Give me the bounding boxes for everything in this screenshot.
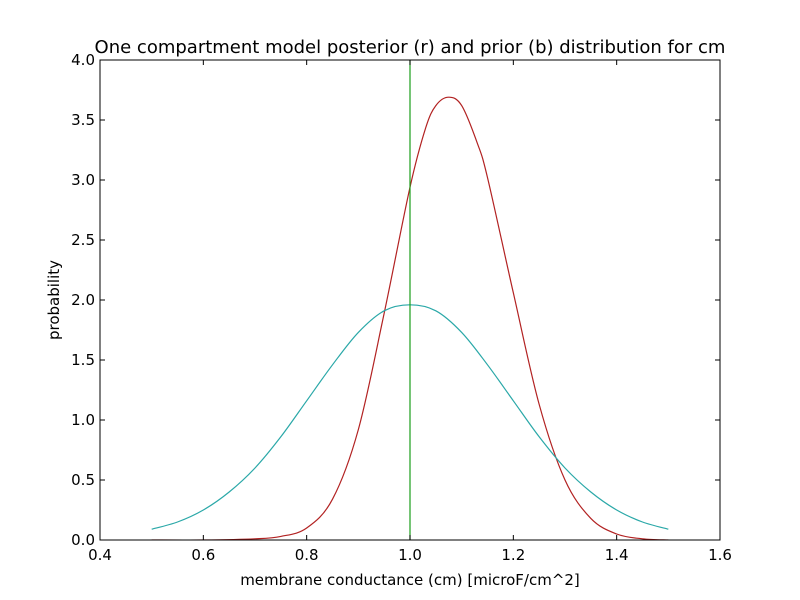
x-tick-label: 1.4: [605, 546, 629, 564]
series-layer: [151, 60, 669, 540]
y-tick-label: 4.0: [71, 51, 95, 69]
y-axis-label: probability: [45, 260, 63, 340]
y-tick-label: 1.5: [71, 351, 95, 369]
x-tick-label: 0.8: [295, 546, 319, 564]
y-tick-label: 1.0: [71, 411, 95, 429]
y-tick-label: 2.0: [71, 291, 95, 309]
tick-layer: 0.4 0.6 0.8 1.0 1.2 1.4 1.6 0.0 0.5 1.0 1.5 2.0 2.5 3…: [71, 51, 732, 564]
x-tick-label: 0.6: [191, 546, 215, 564]
y-tick-label: 3.0: [71, 171, 95, 189]
y-tick-label: 0.0: [71, 531, 95, 549]
x-tick-label: 0.4: [88, 546, 112, 564]
y-tick-label: 2.5: [71, 231, 95, 249]
x-tick-label: 1.0: [398, 546, 422, 564]
y-tick-label: 0.5: [71, 471, 95, 489]
series-line-1: [151, 96, 669, 540]
chart-title: One compartment model posterior (r) and …: [95, 37, 726, 58]
y-tick-label: 3.5: [71, 111, 95, 129]
x-tick-label: 1.6: [708, 546, 732, 564]
x-axis-label: membrane conductance (cm) [microF/cm^2]: [240, 571, 580, 589]
x-tick-label: 1.2: [501, 546, 525, 564]
